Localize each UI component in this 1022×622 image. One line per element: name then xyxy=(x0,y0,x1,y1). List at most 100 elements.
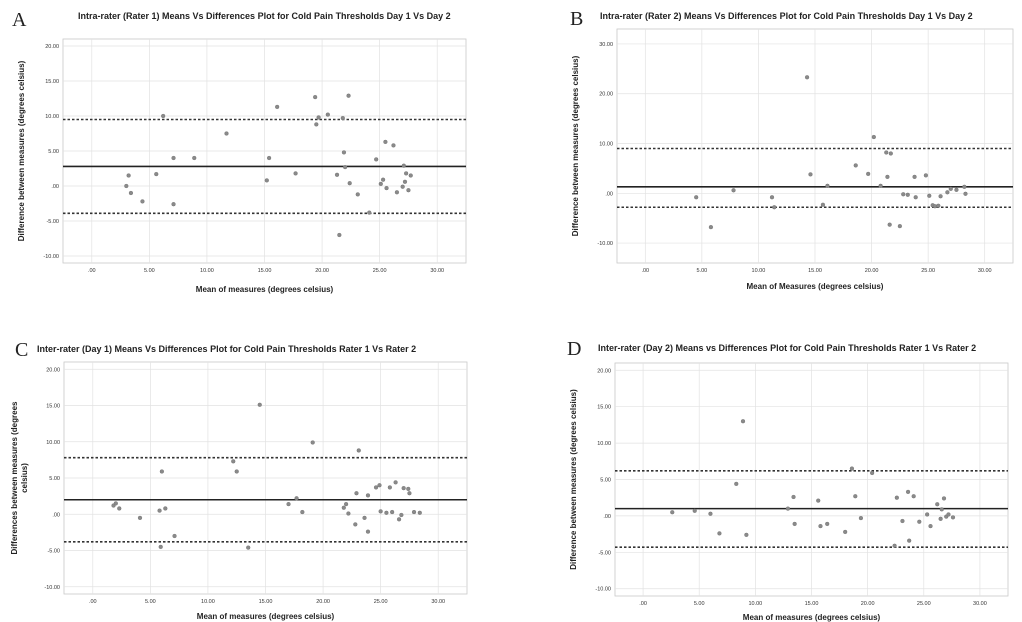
y-tick-label: -10.00 xyxy=(43,254,59,260)
x-tick-label: 20.00 xyxy=(316,599,330,605)
data-point xyxy=(394,190,400,195)
data-point xyxy=(849,466,855,471)
data-point xyxy=(293,171,298,176)
panel-letter-d: D xyxy=(567,338,582,360)
data-point xyxy=(192,155,197,161)
data-point xyxy=(946,512,951,517)
data-point xyxy=(275,104,280,109)
data-point xyxy=(901,192,906,197)
data-point xyxy=(346,511,351,516)
data-point xyxy=(137,515,143,520)
data-point xyxy=(871,134,876,140)
data-point xyxy=(935,502,940,507)
data-point xyxy=(117,506,122,511)
x-tick-label: 30.00 xyxy=(431,599,445,605)
data-point xyxy=(346,93,351,98)
data-point xyxy=(387,485,392,490)
data-point xyxy=(785,506,791,511)
data-point xyxy=(224,131,229,136)
data-point xyxy=(344,502,349,507)
data-point xyxy=(234,469,239,474)
data-point xyxy=(411,509,417,515)
x-tick-label: 10.00 xyxy=(752,268,766,274)
data-point xyxy=(384,510,389,515)
data-point xyxy=(717,531,722,536)
data-point xyxy=(172,533,177,539)
y-tick-label: .00 xyxy=(605,191,613,197)
x-tick-label: 25.00 xyxy=(374,599,388,605)
data-point xyxy=(406,188,411,193)
x-axis-label: Mean of measures (degrees celsius) xyxy=(197,612,335,621)
chart-panel-d: D Inter-rater (Day 2) Means vs Differenc… xyxy=(511,311,1022,622)
data-point xyxy=(267,155,272,161)
data-point xyxy=(337,232,342,238)
data-point xyxy=(365,493,371,498)
data-point xyxy=(126,173,131,178)
data-point xyxy=(264,178,269,183)
x-tick-label: 25.00 xyxy=(373,268,387,274)
data-point xyxy=(772,205,777,210)
x-tick-label: 20.00 xyxy=(315,268,329,274)
data-point xyxy=(928,524,933,529)
data-point xyxy=(825,521,830,527)
data-point xyxy=(950,515,956,520)
y-tick-label: .00 xyxy=(603,514,611,520)
data-point xyxy=(885,174,890,179)
y-tick-label: 15.00 xyxy=(46,404,60,410)
data-point xyxy=(913,195,918,200)
y-tick-label: 5.00 xyxy=(48,149,59,155)
data-point xyxy=(938,194,943,199)
data-point xyxy=(417,510,422,515)
data-point xyxy=(231,459,236,464)
data-point xyxy=(128,190,134,196)
data-point xyxy=(310,440,315,445)
y-tick-label: 10.00 xyxy=(45,114,59,120)
data-point xyxy=(353,522,358,527)
data-point xyxy=(670,510,675,515)
y-tick-label: -5.00 xyxy=(46,219,59,225)
y-tick-label: 5.00 xyxy=(600,478,611,484)
chart-title-b: Intra-rater (Rater 2) Means Vs Differenc… xyxy=(600,11,973,21)
data-point xyxy=(731,188,736,193)
data-point xyxy=(380,177,386,182)
x-axis-label: Mean of measures (degrees celsius) xyxy=(743,613,881,622)
y-tick-label: 10.00 xyxy=(597,441,611,447)
data-point xyxy=(888,151,893,156)
panel-letter-b: B xyxy=(570,8,584,30)
data-point xyxy=(808,172,813,177)
data-point xyxy=(286,502,291,507)
x-tick-label: 25.00 xyxy=(917,601,931,607)
y-tick-label: 30.00 xyxy=(599,42,613,48)
x-tick-label: 5.00 xyxy=(696,268,707,274)
data-point xyxy=(692,508,697,513)
data-point xyxy=(894,495,899,500)
chart-title-a: Intra-rater (Rater 1) Means Vs Differenc… xyxy=(78,11,451,21)
data-point xyxy=(393,480,398,485)
data-point xyxy=(911,494,916,499)
data-point xyxy=(897,224,902,229)
data-point xyxy=(347,181,352,186)
y-tick-label: .00 xyxy=(51,184,59,190)
data-point xyxy=(163,506,168,511)
data-point xyxy=(694,195,699,200)
x-tick-label: .00 xyxy=(89,599,97,605)
data-point xyxy=(343,165,348,170)
data-point xyxy=(905,192,910,197)
data-point xyxy=(923,173,928,178)
chart-title-c: Inter-rater (Day 1) Means Vs Differences… xyxy=(37,344,417,354)
x-axis-label: Mean of measures (degrees celsius) xyxy=(196,285,334,294)
data-point xyxy=(962,184,967,189)
data-point xyxy=(938,516,943,521)
data-point xyxy=(354,491,359,496)
data-point xyxy=(399,512,404,518)
data-point xyxy=(159,469,164,474)
data-point xyxy=(316,115,321,120)
data-point xyxy=(313,94,318,100)
data-point xyxy=(341,150,347,155)
data-point xyxy=(377,483,382,488)
data-point xyxy=(925,512,930,517)
data-point xyxy=(927,193,932,198)
data-point xyxy=(365,529,371,534)
x-tick-label: 15.00 xyxy=(258,268,272,274)
data-point xyxy=(140,199,145,204)
